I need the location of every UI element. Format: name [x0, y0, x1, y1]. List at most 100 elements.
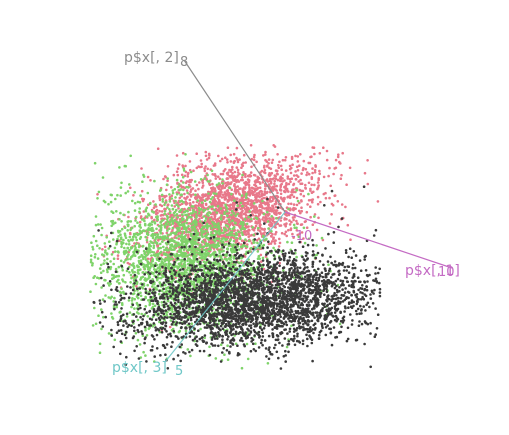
- data-point: [209, 211, 212, 215]
- data-point: [164, 241, 168, 245]
- data-point: [196, 242, 199, 246]
- data-point: [217, 249, 221, 252]
- data-point: [203, 257, 207, 261]
- data-point: [154, 205, 158, 208]
- data-point: [238, 158, 241, 161]
- data-point: [231, 165, 234, 169]
- data-point: [247, 183, 251, 187]
- data-point: [151, 278, 154, 281]
- data-point: [276, 178, 280, 182]
- data-point: [177, 205, 180, 208]
- data-point: [177, 242, 180, 246]
- data-point: [165, 231, 169, 235]
- data-point: [131, 292, 135, 296]
- data-point: [112, 300, 115, 303]
- data-point: [233, 199, 236, 202]
- data-point: [176, 181, 179, 185]
- data-point: [236, 160, 240, 164]
- data-point: [245, 218, 249, 222]
- data-point: [119, 211, 122, 215]
- data-point: [166, 256, 170, 259]
- data-point: [149, 179, 152, 182]
- data-point: [319, 200, 322, 204]
- data-point: [303, 220, 307, 224]
- data-point: [307, 199, 311, 202]
- data-point: [267, 203, 270, 207]
- data-point: [188, 178, 192, 182]
- data-point: [165, 343, 169, 346]
- data-point: [304, 167, 308, 171]
- data-point: [112, 257, 116, 261]
- data-point: [138, 224, 141, 228]
- data-point: [247, 239, 251, 243]
- data-point: [162, 177, 165, 181]
- data-point: [205, 233, 208, 237]
- data-point: [217, 186, 220, 190]
- data-point: [161, 274, 165, 278]
- data-point: [164, 257, 168, 261]
- data-point: [192, 255, 195, 259]
- data-point: [262, 154, 265, 157]
- data-point: [282, 199, 286, 203]
- data-point: [306, 203, 309, 206]
- data-point: [252, 273, 256, 277]
- data-point: [226, 229, 230, 232]
- data-point: [216, 217, 220, 221]
- data-point: [288, 330, 292, 333]
- data-point: [136, 264, 139, 268]
- data-point: [152, 206, 156, 209]
- data-point: [163, 203, 166, 207]
- data-point: [199, 204, 202, 207]
- data-point: [200, 231, 203, 235]
- data-point: [264, 255, 268, 258]
- data-point: [228, 227, 232, 231]
- data-point: [181, 242, 184, 245]
- data-point: [172, 266, 175, 269]
- data-point: [130, 263, 133, 267]
- data-point: [272, 207, 275, 210]
- data-point: [175, 213, 179, 216]
- data-point: [164, 236, 167, 240]
- data-point: [193, 180, 197, 183]
- data-point: [295, 229, 299, 232]
- data-point: [295, 326, 299, 330]
- data-point: [235, 208, 238, 211]
- data-point: [196, 199, 199, 202]
- data-point: [335, 294, 338, 297]
- data-point: [142, 217, 145, 221]
- data-point: [93, 255, 97, 259]
- data-point: [93, 306, 96, 310]
- data-point: [233, 208, 236, 211]
- data-point: [263, 168, 267, 172]
- data-point: [290, 324, 293, 328]
- data-point: [258, 182, 262, 185]
- data-point: [289, 227, 293, 230]
- data-point: [114, 267, 118, 271]
- data-point: [197, 202, 201, 205]
- data-point: [340, 203, 344, 206]
- data-point: [174, 200, 177, 203]
- data-point: [176, 173, 180, 177]
- data-point: [235, 146, 239, 150]
- data-point: [112, 238, 115, 241]
- data-point: [142, 173, 145, 177]
- data-point: [111, 250, 115, 254]
- data-point: [105, 252, 109, 255]
- data-point: [111, 221, 114, 225]
- data-point: [296, 155, 300, 158]
- data-point: [309, 205, 312, 208]
- data-point: [141, 271, 145, 274]
- data-point: [232, 179, 235, 182]
- data-point: [174, 276, 177, 280]
- data-point: [186, 259, 189, 263]
- data-point: [212, 212, 215, 216]
- data-point: [292, 203, 296, 206]
- data-point: [114, 197, 117, 201]
- data-point: [311, 223, 315, 226]
- data-point: [119, 237, 123, 241]
- data-point: [336, 200, 340, 203]
- data-point: [197, 204, 200, 208]
- data-point: [199, 207, 203, 211]
